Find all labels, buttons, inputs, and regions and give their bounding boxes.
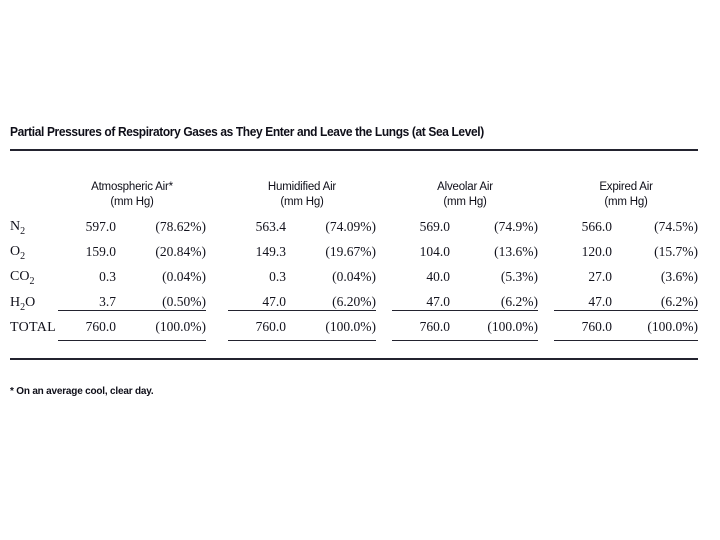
column-header-name: Alveolar Air xyxy=(437,181,493,193)
cell-humidified-value: 0.3 xyxy=(269,269,286,284)
column-gap xyxy=(538,210,554,235)
cell-expired-value: 760.0 xyxy=(554,310,613,341)
column-gap xyxy=(206,210,228,235)
cell-alveolar-percent: (13.6%) xyxy=(494,244,539,259)
column-gap xyxy=(538,311,554,341)
partial-pressures-table: Atmospheric Air* (mm Hg) Humidified Air … xyxy=(10,180,699,341)
column-gap xyxy=(376,285,392,311)
cell-alveolar-percent: (100.0%) xyxy=(450,310,539,341)
cell-humidified-value: 760.0 xyxy=(228,310,286,341)
cell-alveolar-percent: (5.3%) xyxy=(500,269,539,284)
table-figure: Partial Pressures of Respiratory Gases a… xyxy=(10,124,699,397)
cell-humidified-percent: (0.04%) xyxy=(332,269,376,284)
table-bottom-rule xyxy=(10,358,698,360)
column-header-unit: (mm Hg) xyxy=(604,196,648,208)
total-label: TOTAL xyxy=(10,319,57,335)
column-gap xyxy=(206,260,228,285)
gas-subscript: 2 xyxy=(20,225,26,237)
column-gap xyxy=(376,260,392,285)
cell-expired-percent: (74.5%) xyxy=(654,219,699,234)
cell-atmospheric-value: 597.0 xyxy=(85,219,116,234)
cell-atmospheric-percent: (20.84%) xyxy=(155,244,206,259)
table-row-n2: N2 597.0 (78.62%) 563.4 (74.09%) 569.0 (… xyxy=(10,210,699,237)
gas-label: CO2 xyxy=(10,260,58,287)
gas-symbol: H xyxy=(10,294,21,310)
cell-humidified-percent: (6.20%) xyxy=(332,294,376,309)
cell-humidified-percent: (100.0%) xyxy=(286,310,376,341)
gas-label: N2 xyxy=(10,210,58,237)
cell-atmospheric-percent: (0.50%) xyxy=(162,294,206,309)
column-header-humidified: Humidified Air (mm Hg) xyxy=(228,180,376,210)
cell-atmospheric-percent: (100.0%) xyxy=(116,310,206,341)
cell-expired-percent: (3.6%) xyxy=(660,269,699,284)
column-gap xyxy=(538,285,554,311)
cell-expired-value: 47.0 xyxy=(588,294,613,309)
column-gap xyxy=(376,235,392,260)
title-rule xyxy=(10,149,698,151)
column-gap xyxy=(538,260,554,285)
column-header-unit: (mm Hg) xyxy=(280,196,324,208)
cell-humidified-value: 47.0 xyxy=(262,294,286,309)
cell-expired-value: 27.0 xyxy=(588,269,613,284)
gas-subscript: 2 xyxy=(20,250,26,262)
cell-expired-percent: (100.0%) xyxy=(612,310,699,341)
column-gap xyxy=(206,180,228,210)
column-header-name: Atmospheric Air* xyxy=(91,181,173,193)
cell-alveolar-value: 40.0 xyxy=(426,269,450,284)
column-gap xyxy=(376,311,392,341)
column-header-unit: (mm Hg) xyxy=(110,196,154,208)
table-row-h2o: H2O 3.7 (0.50%) 47.0 (6.20%) 47.0 (6.2%)… xyxy=(10,285,699,313)
gas-symbol: N xyxy=(10,219,21,234)
column-header-atmospheric: Atmospheric Air* (mm Hg) xyxy=(58,180,206,210)
gas-symbol: O xyxy=(10,244,21,259)
table-row-o2: O2 159.0 (20.84%) 149.3 (19.67%) 104.0 (… xyxy=(10,235,699,262)
gas-symbol: CO xyxy=(10,269,30,284)
cell-atmospheric-value: 3.7 xyxy=(99,294,116,309)
gas-label: O2 xyxy=(10,235,58,262)
column-gap xyxy=(206,285,228,311)
cell-humidified-value: 149.3 xyxy=(255,244,286,259)
header-row: Atmospheric Air* (mm Hg) Humidified Air … xyxy=(10,180,698,210)
cell-atmospheric-percent: (0.04%) xyxy=(162,269,206,284)
cell-alveolar-value: 760.0 xyxy=(392,310,450,341)
table-row-co2: CO2 0.3 (0.04%) 0.3 (0.04%) 40.0 (5.3%) … xyxy=(10,260,699,287)
column-gap xyxy=(538,235,554,260)
gas-symbol-suffix: O xyxy=(25,294,36,310)
cell-humidified-percent: (19.67%) xyxy=(325,244,376,259)
column-header-unit: (mm Hg) xyxy=(443,196,487,208)
gas-subscript: 2 xyxy=(29,275,35,287)
column-header-alveolar: Alveolar Air (mm Hg) xyxy=(392,180,538,210)
cell-atmospheric-percent: (78.62%) xyxy=(155,219,206,234)
gas-label: H2O xyxy=(10,285,58,313)
column-gap xyxy=(206,311,228,341)
cell-expired-value: 120.0 xyxy=(581,244,613,259)
column-gap xyxy=(206,235,228,260)
cell-alveolar-value: 104.0 xyxy=(419,244,450,259)
column-header-expired: Expired Air (mm Hg) xyxy=(554,180,698,210)
cell-alveolar-value: 47.0 xyxy=(426,294,450,309)
column-header-name: Expired Air xyxy=(599,181,653,193)
table-row-total: TOTAL 760.0 (100.0%) 760.0 (100.0%) 760.… xyxy=(10,310,699,341)
cell-expired-value: 566.0 xyxy=(581,219,613,234)
header-spacer xyxy=(10,180,58,210)
table-title: Partial Pressures of Respiratory Gases a… xyxy=(10,124,484,139)
column-gap xyxy=(538,180,554,210)
gas-subscript: 2 xyxy=(20,301,26,313)
column-header-name: Humidified Air xyxy=(267,181,337,193)
cell-alveolar-value: 569.0 xyxy=(419,219,450,234)
column-gap xyxy=(376,180,392,210)
column-gap xyxy=(376,210,392,235)
cell-humidified-percent: (74.09%) xyxy=(325,219,376,234)
cell-atmospheric-value: 159.0 xyxy=(85,244,116,259)
cell-expired-percent: (15.7%) xyxy=(654,244,699,259)
cell-atmospheric-value: 760.0 xyxy=(58,310,116,341)
cell-alveolar-percent: (74.9%) xyxy=(494,219,539,234)
cell-expired-percent: (6.2%) xyxy=(660,294,699,309)
table-footnote: * On an average cool, clear day. xyxy=(10,384,154,397)
cell-atmospheric-value: 0.3 xyxy=(99,269,116,284)
cell-alveolar-percent: (6.2%) xyxy=(500,294,539,309)
cell-humidified-value: 563.4 xyxy=(255,219,286,234)
